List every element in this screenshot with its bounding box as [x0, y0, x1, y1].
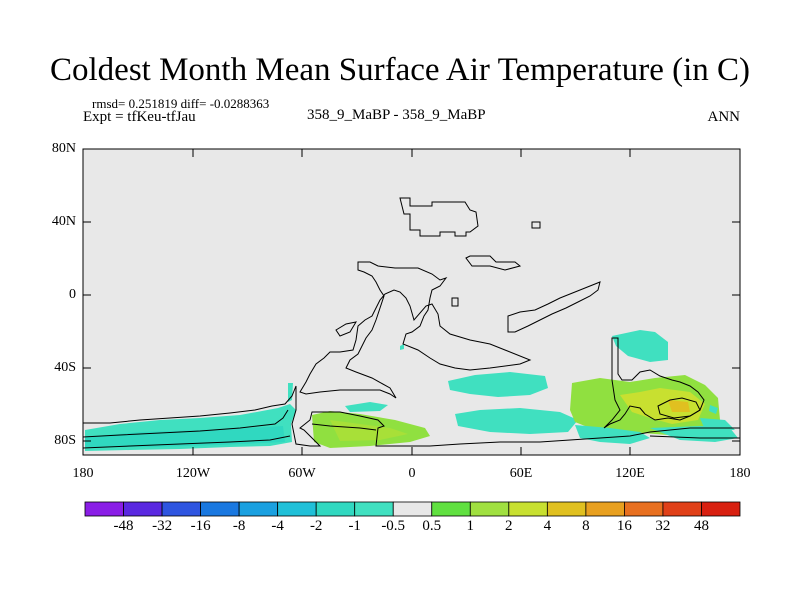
- colorbar-swatch: [508, 501, 548, 517]
- x-label-180e: 180: [729, 466, 751, 481]
- x-label-60w: 60W: [288, 466, 316, 481]
- colorbar-label: -4: [271, 518, 284, 534]
- colorbar-label: -2: [309, 518, 323, 534]
- colorbar-label: 32: [655, 518, 671, 534]
- x-label-120e: 120E: [615, 466, 645, 481]
- colorbar-swatch: [585, 501, 625, 517]
- x-label-0: 0: [408, 466, 416, 481]
- colorbar-label: 16: [616, 518, 632, 534]
- colorbar-swatch: [431, 501, 471, 517]
- colorbar-swatch: [392, 501, 433, 517]
- colorbar-swatch: [624, 501, 664, 517]
- colorbar-label: 48: [694, 518, 709, 534]
- y-label-80n: 80N: [51, 141, 76, 156]
- colorbar-label: 4: [543, 518, 552, 534]
- colorbar-label: -48: [113, 518, 134, 534]
- x-label-60e: 60E: [509, 466, 533, 481]
- y-label-40n: 40N: [51, 214, 76, 229]
- colorbar-swatch: [354, 501, 394, 517]
- colorbar-label: -0.5: [381, 518, 406, 534]
- stats-text: rmsd= 0.251819 diff= -0.0288363: [92, 96, 270, 111]
- y-label-80s: 80S: [54, 433, 76, 448]
- x-label-120w: 120W: [175, 466, 211, 481]
- outline-asia-islands: [507, 281, 601, 333]
- colorbar-label: -16: [190, 518, 211, 534]
- x-label-180w: 180: [72, 466, 94, 481]
- center-subtitle: 358_9_MaBP - 358_9_MaBP: [307, 107, 486, 123]
- colorbar-swatch: [84, 501, 124, 517]
- colorbar-swatch: [315, 501, 356, 517]
- colorbar-swatch: [277, 501, 317, 517]
- outline-north-africa-europe: [399, 197, 479, 237]
- axis-ticks: [82, 148, 741, 455]
- colorbar-swatch: [238, 501, 279, 517]
- colorbar-label: 8: [582, 518, 590, 534]
- outline-africa: [299, 261, 532, 399]
- colorbar-swatch: [546, 501, 587, 517]
- outline-antarctica: [83, 385, 740, 447]
- colorbar-swatch: [123, 501, 163, 517]
- colorbar-swatch: [161, 501, 201, 517]
- continent-outlines: [82, 197, 740, 449]
- chart-title: Coldest Month Mean Surface Air Temperatu…: [50, 52, 750, 88]
- cool-region-southern-ocean: [448, 372, 548, 397]
- difference-shading: [85, 330, 738, 451]
- colorbar-label: -1: [348, 518, 361, 534]
- colorbar-label: 2: [505, 518, 513, 534]
- outline-australia: [603, 337, 705, 429]
- colorbar-swatch: [701, 501, 741, 517]
- experiment-text: Expt = tfKeu-tfJau: [83, 109, 196, 125]
- season-label: ANN: [707, 109, 741, 125]
- colorbar: [84, 501, 741, 517]
- colorbar-swatch: [469, 501, 510, 517]
- y-label-40s: 40S: [54, 360, 76, 375]
- colorbar-label: 0.5: [422, 518, 442, 534]
- colorbar-label: -8: [232, 518, 246, 534]
- colorbar-label: 1: [466, 518, 475, 534]
- y-label-0: 0: [69, 287, 76, 302]
- colorbar-swatch: [200, 501, 240, 517]
- colorbar-label: -32: [152, 518, 173, 534]
- colorbar-swatch: [662, 501, 702, 517]
